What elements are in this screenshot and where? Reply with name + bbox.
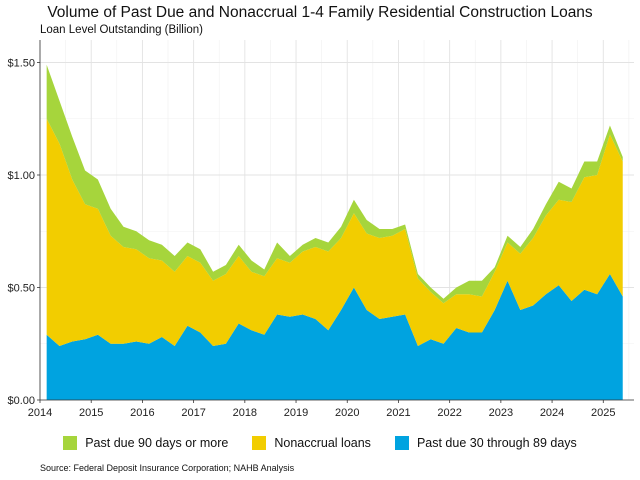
x-tick-label: 2022 [437, 407, 461, 419]
legend-swatch-past-due-90 [63, 436, 78, 450]
legend-swatch-past-due-30-89 [394, 436, 409, 450]
legend-swatch-nonaccrual [252, 436, 267, 450]
x-tick-label: 2023 [489, 407, 513, 419]
legend-item-past-due-30-89: Past due 30 through 89 days [394, 436, 577, 450]
x-tick-label: 2016 [130, 407, 154, 419]
chart-title: Volume of Past Due and Nonaccrual 1-4 Fa… [47, 4, 593, 21]
x-tick-label: 2019 [284, 407, 308, 419]
legend-label-past-due-30-89: Past due 30 through 89 days [416, 436, 577, 450]
legend-item-past-due-90: Past due 90 days or more [63, 436, 228, 450]
area-past-due-30-through-89-days [46, 274, 623, 400]
legend-label-nonaccrual: Nonaccrual loans [274, 436, 371, 450]
area-nonaccrual-loans [46, 118, 623, 346]
x-tick-label: 2021 [386, 407, 410, 419]
y-tick-label: $0.00 [7, 395, 35, 407]
source-note: Source: Federal Deposit Insurance Corpor… [40, 463, 295, 473]
chart-legend: Past due 90 days or more Nonaccrual loan… [0, 436, 640, 450]
chart-subtitle: Loan Level Outstanding (Billion) [40, 24, 204, 36]
x-tick-label: 2014 [28, 407, 52, 419]
y-tick-label: $0.50 [7, 283, 35, 295]
legend-item-nonaccrual: Nonaccrual loans [252, 436, 371, 450]
x-tick-label: 2020 [335, 407, 359, 419]
x-tick-label: 2025 [591, 407, 615, 419]
y-tick-label: $1.50 [7, 58, 35, 70]
x-tick-label: 2017 [181, 407, 205, 419]
legend-label-past-due-90: Past due 90 days or more [85, 436, 229, 450]
x-tick-label: 2015 [79, 407, 103, 419]
y-tick-label: $1.00 [7, 170, 35, 182]
x-tick-label: 2018 [233, 407, 257, 419]
x-tick-label: 2024 [540, 407, 564, 419]
